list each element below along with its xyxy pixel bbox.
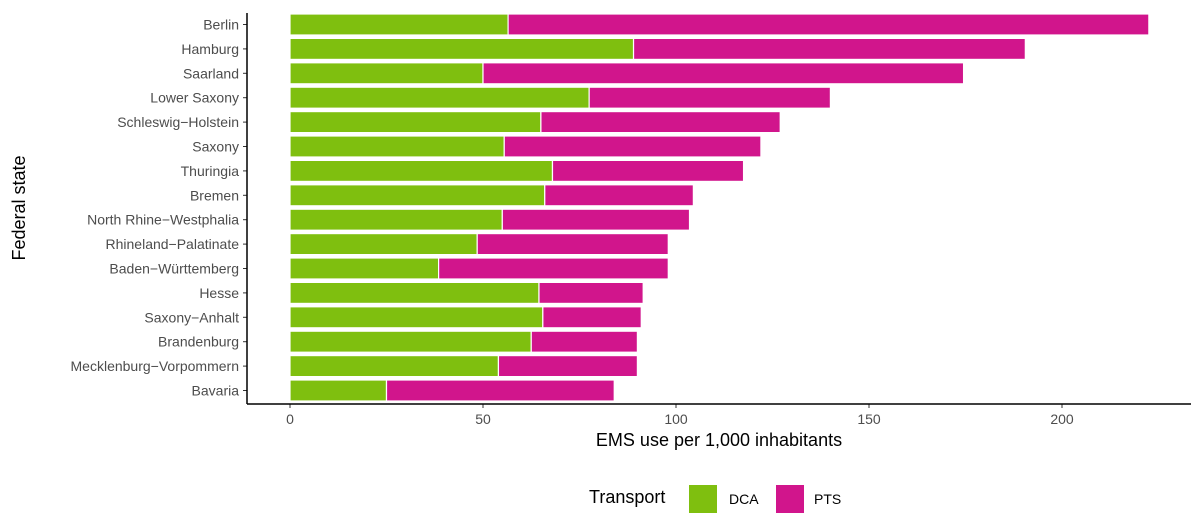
legend-label-dca: DCA <box>729 491 759 507</box>
bar-dca-15 <box>289 379 388 402</box>
bar-pts-1 <box>632 37 1026 61</box>
y-tick-label: Bremen <box>190 187 239 203</box>
y-tick-label: Schleswig−Holstein <box>117 114 239 130</box>
y-tick-label: Hesse <box>199 285 239 301</box>
bar-dca-2 <box>289 62 484 85</box>
bar-pts-2 <box>482 62 965 85</box>
y-tick-label: Mecklenburg−Vorpommern <box>71 358 239 374</box>
y-tick-label: Saxony−Anhalt <box>144 309 239 325</box>
bar-pts-9 <box>476 233 669 256</box>
bar-dca-4 <box>289 110 542 134</box>
bars-layer <box>289 13 1150 402</box>
x-tick-label: 150 <box>857 411 881 427</box>
legend-label-pts: PTS <box>814 491 841 507</box>
bar-pts-15 <box>385 379 615 402</box>
bar-dca-7 <box>289 184 546 207</box>
x-axis-ticks: 0 50 100 150 200 <box>286 404 1074 427</box>
y-tick-label: Bavaria <box>192 383 240 399</box>
y-tick-label: Rhineland−Palatinate <box>106 236 240 252</box>
y-tick-label: Berlin <box>203 17 239 33</box>
bar-pts-3 <box>588 86 832 109</box>
y-tick-label: Saxony <box>192 139 239 155</box>
bar-pts-7 <box>544 184 694 207</box>
bar-pts-6 <box>551 159 745 182</box>
y-tick-label: Hamburg <box>181 41 239 57</box>
legend-key-pts <box>776 485 804 513</box>
bar-pts-12 <box>542 306 642 329</box>
bar-dca-5 <box>289 135 505 158</box>
bar-dca-12 <box>289 306 544 329</box>
bar-dca-1 <box>289 37 635 61</box>
bar-pts-13 <box>530 330 639 353</box>
bar-pts-5 <box>503 135 762 158</box>
bar-dca-10 <box>289 257 440 280</box>
bar-pts-8 <box>501 208 691 231</box>
y-tick-label: Thuringia <box>181 163 240 179</box>
bar-dca-0 <box>289 13 509 36</box>
x-tick-label: 50 <box>475 411 491 427</box>
bar-pts-10 <box>438 257 669 280</box>
y-tick-label: Brandenburg <box>158 334 239 350</box>
y-tick-label: Lower Saxony <box>150 90 239 106</box>
bar-pts-11 <box>538 281 644 304</box>
bar-pts-0 <box>507 13 1150 36</box>
legend-key-dca <box>689 485 717 513</box>
bar-dca-13 <box>289 330 532 353</box>
bar-dca-14 <box>289 355 500 378</box>
x-tick-label: 0 <box>286 411 294 427</box>
bar-dca-3 <box>289 86 590 109</box>
legend: Transport DCA PTS <box>589 485 841 513</box>
legend-title: Transport <box>589 487 665 507</box>
bar-dca-11 <box>289 281 540 304</box>
y-tick-label: Baden−Württemberg <box>109 261 239 277</box>
y-tick-label: Saarland <box>183 65 239 81</box>
bar-pts-14 <box>497 355 639 378</box>
bar-dca-6 <box>289 159 554 182</box>
x-tick-label: 100 <box>664 411 688 427</box>
x-axis-title: EMS use per 1,000 inhabitants <box>596 430 842 450</box>
x-tick-label: 200 <box>1050 411 1074 427</box>
bar-dca-8 <box>289 208 503 231</box>
y-tick-label: North Rhine−Westphalia <box>87 212 239 228</box>
bar-pts-4 <box>540 110 781 134</box>
bar-dca-9 <box>289 233 478 256</box>
y-axis-title: Federal state <box>9 155 29 260</box>
y-axis-ticks: Berlin Hamburg Saarland Lower Saxony Schlesw… <box>71 17 247 399</box>
